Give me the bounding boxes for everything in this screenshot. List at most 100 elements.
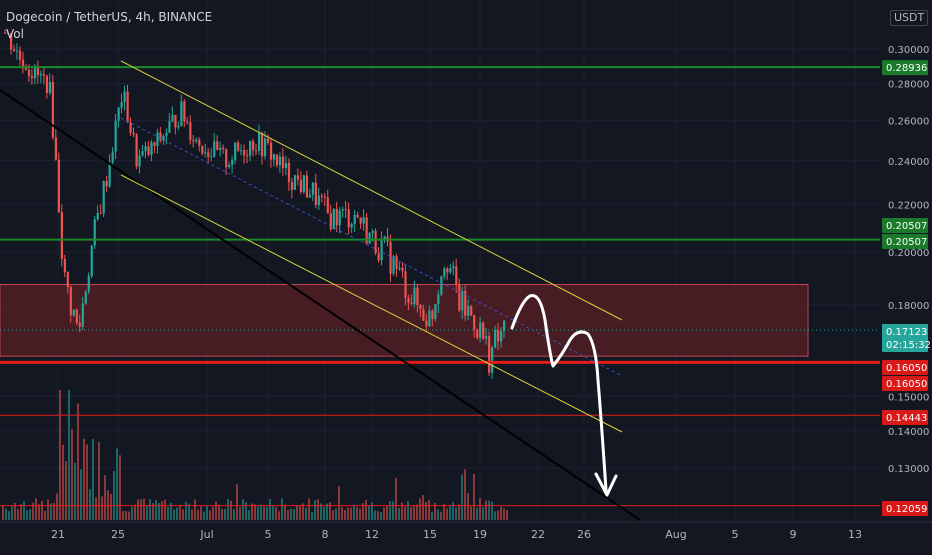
volume-bar xyxy=(326,503,328,520)
long-trendline[interactable] xyxy=(0,89,641,521)
candle-body xyxy=(362,217,365,224)
volume-bar xyxy=(440,511,442,520)
volume-bar xyxy=(173,509,175,520)
volume-bar xyxy=(380,511,382,520)
candle-body xyxy=(353,214,356,224)
candle-body xyxy=(27,69,31,77)
volume-bar xyxy=(386,505,388,520)
candle-body xyxy=(228,164,231,168)
volume-bar xyxy=(191,509,193,520)
candle-body xyxy=(380,238,383,261)
candle-body xyxy=(177,125,180,128)
volume-bar xyxy=(332,510,334,520)
candle-body xyxy=(389,241,392,274)
candle-body xyxy=(275,154,279,166)
price-label-box xyxy=(882,376,928,391)
candle-body xyxy=(281,156,285,169)
volume-bar xyxy=(272,505,274,520)
candle-body xyxy=(434,304,437,319)
x-tick-label: 9 xyxy=(790,528,797,541)
symbol-title: Dogecoin / TetherUS, 4h, BINANCE xyxy=(6,10,213,24)
candle-body xyxy=(335,208,338,226)
candle-body xyxy=(6,32,10,34)
candle-body xyxy=(150,142,153,155)
volume-bar xyxy=(476,507,478,520)
candle-body xyxy=(470,306,473,316)
volume-bar xyxy=(47,499,49,520)
volume-bar xyxy=(104,475,106,520)
candle-body xyxy=(323,196,326,198)
time-axis[interactable]: 21 25 Jul 5 8 12 15 19 22 26 Aug 5 9 13 xyxy=(0,521,932,550)
candle-body xyxy=(39,73,43,76)
price-label-support: 0.20507 xyxy=(886,221,927,232)
volume-bar xyxy=(458,504,460,520)
candle-body xyxy=(192,139,195,142)
volume-bar xyxy=(503,508,505,520)
y-tick-label: 0.14000 xyxy=(888,427,929,438)
volume-bar xyxy=(65,461,67,520)
x-tick-label: 5 xyxy=(265,528,272,541)
volume-bar xyxy=(437,509,439,520)
volume-bar xyxy=(185,501,187,520)
volume-bar xyxy=(56,493,58,520)
x-tick-label: Jul xyxy=(199,528,213,541)
volume-bar xyxy=(41,501,43,520)
price-axis[interactable]: 0.30000 0.28000 0.26000 0.24000 0.22000 0.200… xyxy=(880,0,932,550)
projection-path[interactable] xyxy=(510,294,608,492)
volume-bar xyxy=(284,504,286,520)
candle-body xyxy=(207,152,210,157)
volume-bar xyxy=(263,506,265,520)
volume-bar xyxy=(77,403,79,520)
candle-body xyxy=(413,287,416,304)
candle-body xyxy=(135,134,138,167)
volume-bar xyxy=(287,509,289,520)
candle-body xyxy=(440,276,443,295)
channel-upper-line[interactable] xyxy=(120,60,623,321)
volume-bar xyxy=(389,500,391,520)
volume-bar xyxy=(401,502,403,520)
volume-bar xyxy=(149,499,151,520)
volume-bar xyxy=(431,511,433,520)
channel-lower-line[interactable] xyxy=(120,174,623,433)
levels xyxy=(0,66,880,507)
volume-bar xyxy=(419,498,421,520)
candle-body xyxy=(138,155,141,167)
candle-body xyxy=(144,146,147,152)
candle-body xyxy=(42,73,46,76)
y-tick-label: 0.13000 xyxy=(888,464,929,475)
candle-body xyxy=(284,162,288,169)
volume-bar xyxy=(122,510,124,520)
candle-body xyxy=(485,336,488,339)
volume-bar xyxy=(71,428,73,520)
volume-bar xyxy=(254,504,256,520)
candle-body xyxy=(326,197,329,214)
channel-midline[interactable] xyxy=(120,117,623,377)
volume-bar xyxy=(383,507,385,520)
volume-bar xyxy=(194,499,196,520)
volume-bar xyxy=(470,506,472,520)
candle-body xyxy=(66,272,69,287)
candle-body xyxy=(401,267,404,272)
volume-bar xyxy=(236,484,238,520)
volume-bar xyxy=(125,511,127,520)
candle-body xyxy=(12,49,16,52)
candle-body xyxy=(344,209,347,211)
candle-body xyxy=(36,67,40,76)
currency-selector[interactable]: USDT xyxy=(890,10,929,26)
candle-body xyxy=(356,214,359,218)
volume-bar xyxy=(170,502,172,520)
volume-bar xyxy=(248,510,250,520)
volume-bar xyxy=(206,505,208,520)
volume-bar xyxy=(266,506,268,520)
candle-body xyxy=(368,232,371,244)
candle-body xyxy=(159,132,162,141)
candle-body xyxy=(201,145,204,154)
candle-body xyxy=(246,155,249,157)
candle-body xyxy=(482,322,485,339)
candle-body xyxy=(257,132,261,151)
projection-arrowhead xyxy=(594,472,618,497)
candle-body xyxy=(24,68,28,70)
candle-body xyxy=(497,329,500,342)
candle-body xyxy=(9,33,13,50)
